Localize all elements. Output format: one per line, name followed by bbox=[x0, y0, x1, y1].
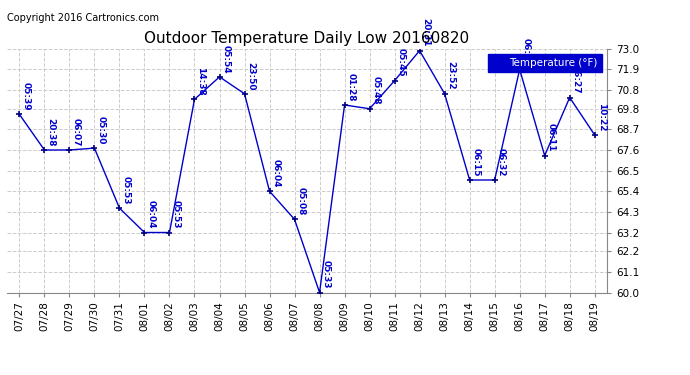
Text: 05:30: 05:30 bbox=[97, 116, 106, 144]
Text: 23:52: 23:52 bbox=[446, 62, 455, 90]
Text: 06:04: 06:04 bbox=[272, 159, 281, 188]
Text: 14:38: 14:38 bbox=[197, 67, 206, 96]
Text: 06:07: 06:07 bbox=[72, 118, 81, 146]
Text: 23:50: 23:50 bbox=[246, 62, 255, 90]
Text: 05:08: 05:08 bbox=[297, 187, 306, 216]
Text: 05:54: 05:54 bbox=[221, 45, 230, 73]
Text: Copyright 2016 Cartronics.com: Copyright 2016 Cartronics.com bbox=[7, 13, 159, 23]
Text: 06:32: 06:32 bbox=[497, 148, 506, 176]
Text: 06:27: 06:27 bbox=[572, 65, 581, 94]
Title: Outdoor Temperature Daily Low 20160820: Outdoor Temperature Daily Low 20160820 bbox=[144, 31, 470, 46]
Text: 06:11: 06:11 bbox=[546, 123, 555, 152]
Legend: Temperature (°F): Temperature (°F) bbox=[488, 54, 602, 72]
Text: 01:28: 01:28 bbox=[346, 73, 355, 101]
Text: 10:22: 10:22 bbox=[597, 103, 606, 131]
Text: 06:0x: 06:0x bbox=[522, 38, 531, 66]
Text: 05:53: 05:53 bbox=[172, 200, 181, 229]
Text: 06:04: 06:04 bbox=[146, 200, 155, 229]
Text: 20:31: 20:31 bbox=[422, 18, 431, 47]
Text: 05:33: 05:33 bbox=[322, 260, 331, 289]
Text: 05:53: 05:53 bbox=[121, 176, 130, 204]
Text: 05:45: 05:45 bbox=[397, 48, 406, 77]
Text: 06:15: 06:15 bbox=[472, 148, 481, 176]
Text: 05:39: 05:39 bbox=[21, 82, 30, 111]
Text: 20:38: 20:38 bbox=[46, 118, 55, 146]
Text: 05:48: 05:48 bbox=[372, 76, 381, 105]
